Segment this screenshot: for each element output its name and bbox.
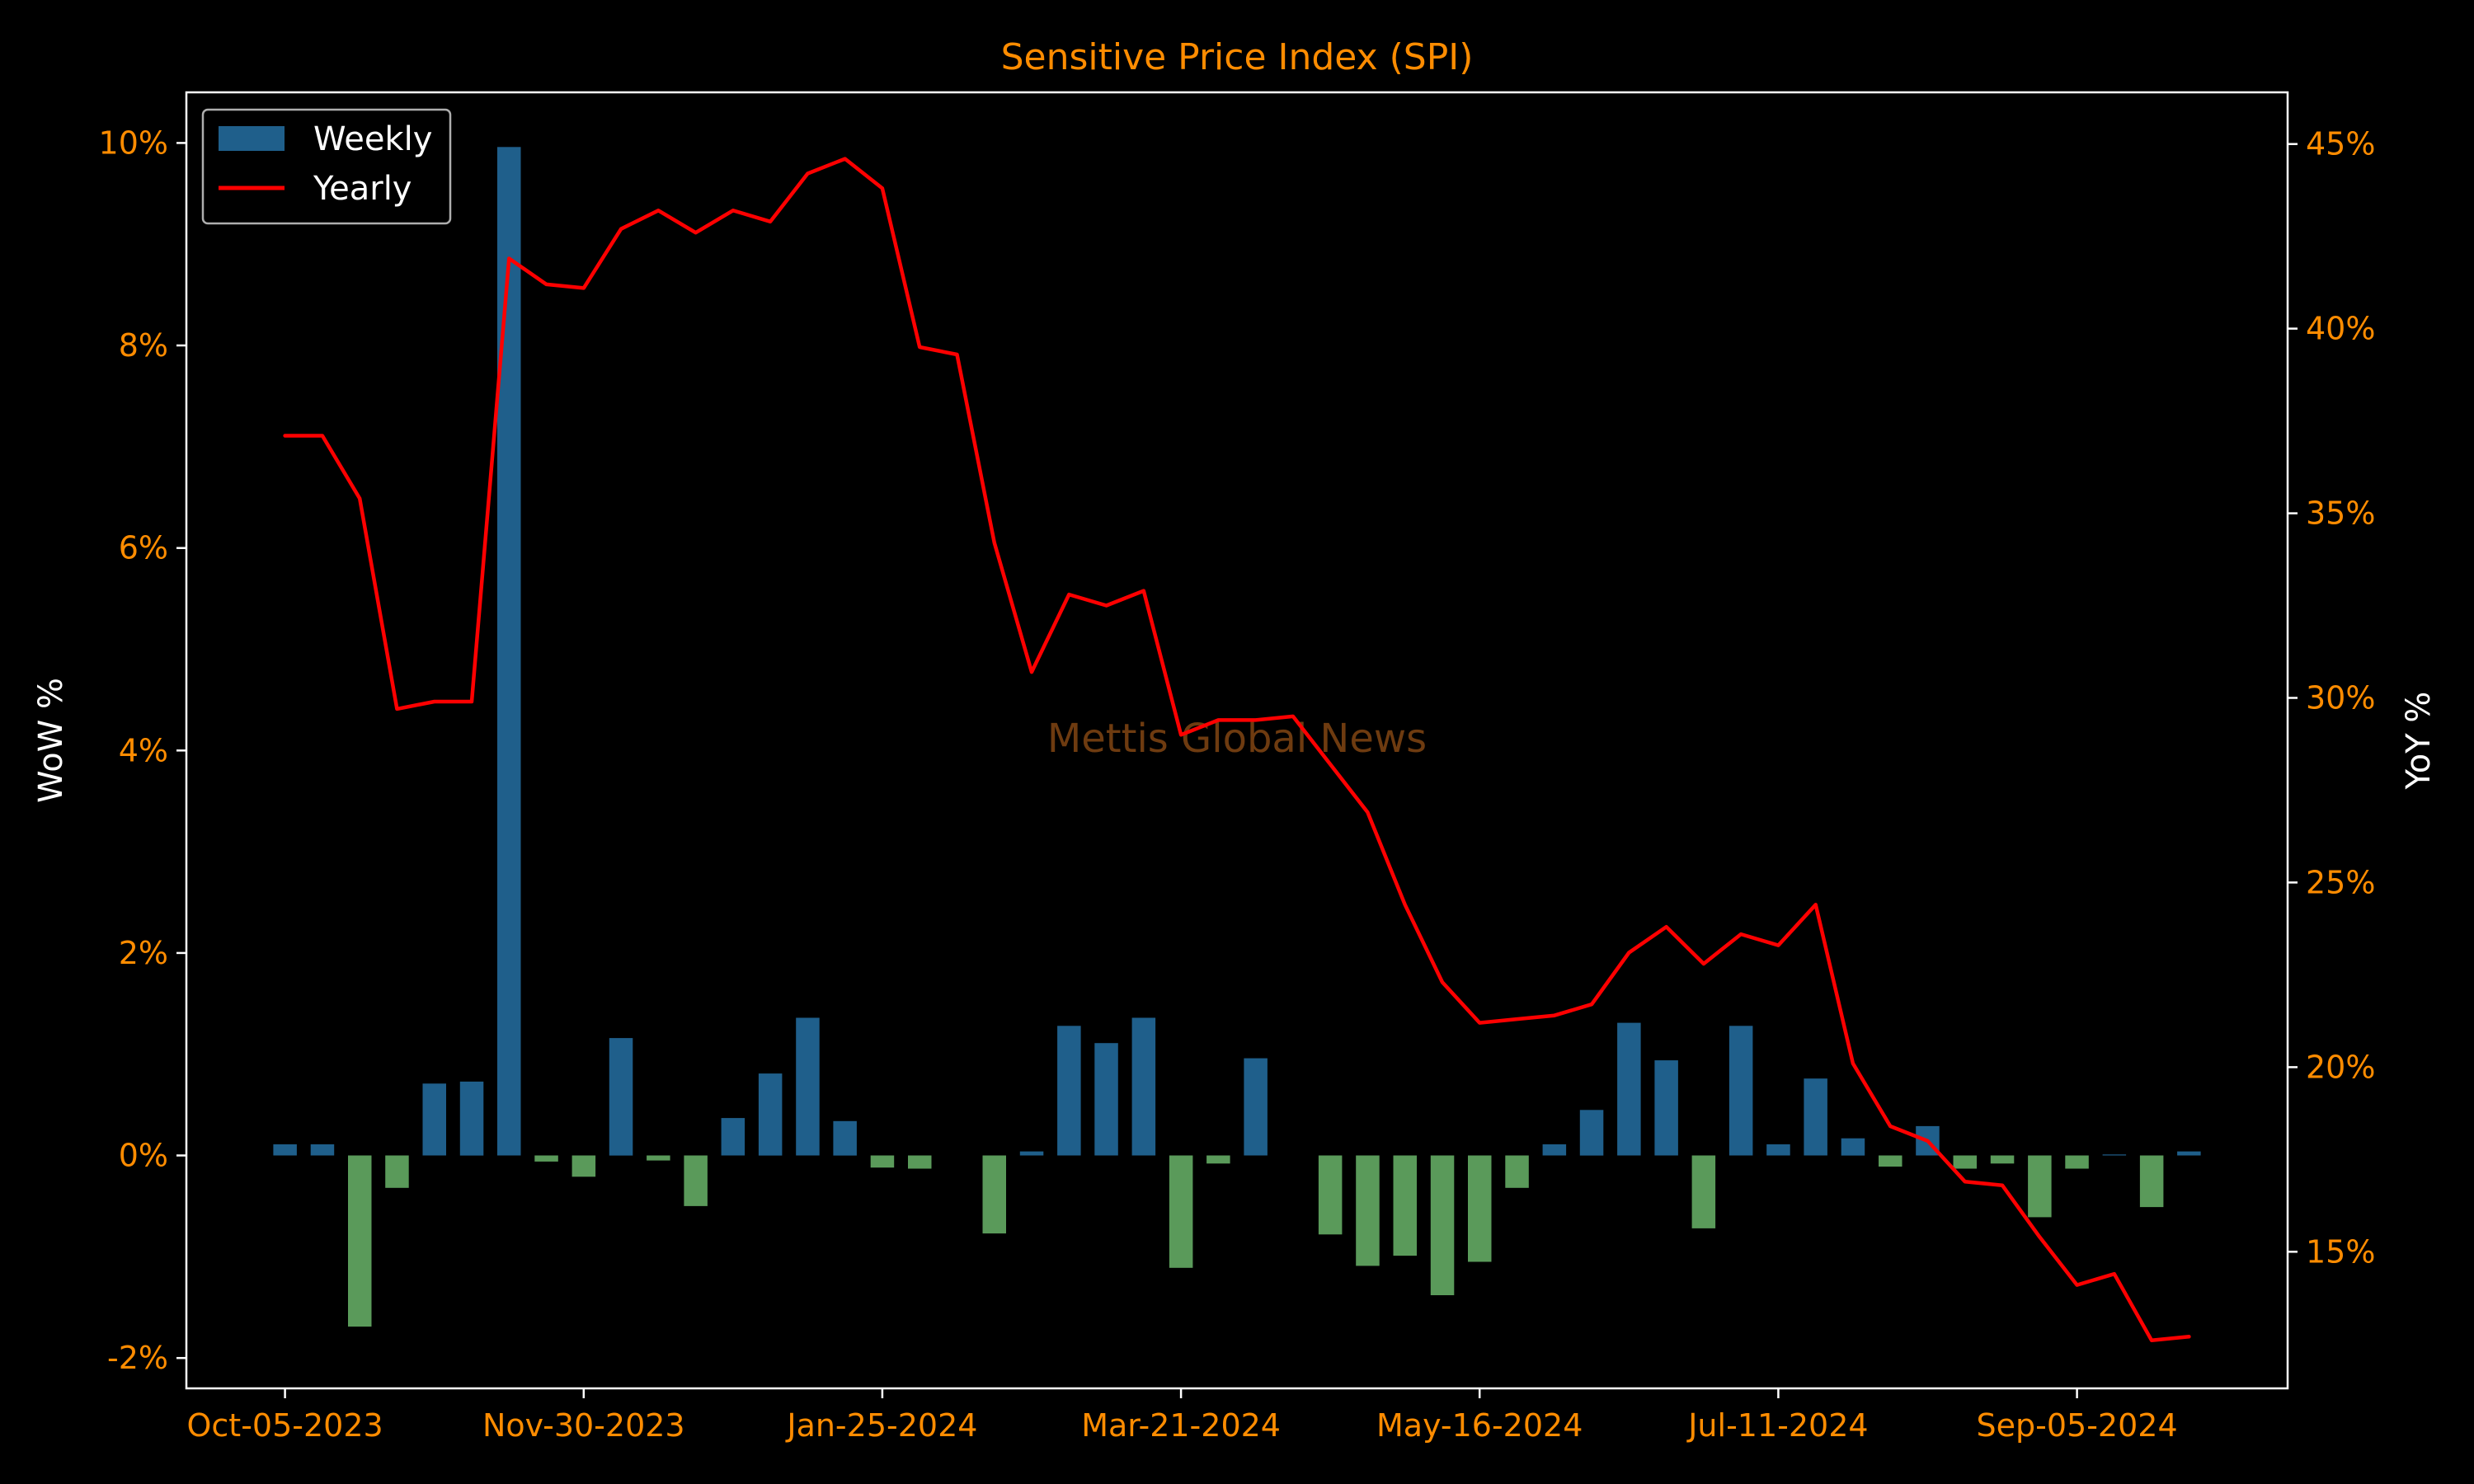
weekly-bar bbox=[1430, 1155, 1455, 1295]
chart-title: Sensitive Price Index (SPI) bbox=[1001, 36, 1474, 78]
legend-label-weekly: Weekly bbox=[313, 120, 432, 158]
weekly-bar bbox=[609, 1038, 633, 1156]
weekly-bar bbox=[1318, 1155, 1343, 1235]
weekly-bar bbox=[497, 147, 521, 1156]
right-axis-label: YoY % bbox=[2400, 692, 2438, 791]
weekly-bar bbox=[1729, 1026, 1753, 1156]
weekly-bar bbox=[647, 1155, 670, 1161]
right-axis: 15% 20% 25% 30% 35% 40% 45% bbox=[2288, 126, 2375, 1270]
weekly-bar bbox=[1356, 1155, 1380, 1266]
weekly-bar bbox=[385, 1155, 409, 1188]
weekly-bar bbox=[1542, 1144, 1567, 1156]
x-tick-label: Sep-05-2024 bbox=[1977, 1407, 2178, 1444]
weekly-bar bbox=[459, 1081, 484, 1156]
weekly-bar bbox=[1094, 1043, 1118, 1156]
left-tick-label: 10% bbox=[99, 124, 168, 161]
weekly-bar bbox=[1617, 1022, 1641, 1156]
left-tick-label: 6% bbox=[119, 530, 168, 566]
x-tick-label: Oct-05-2023 bbox=[187, 1407, 383, 1444]
legend-label-yearly: Yearly bbox=[313, 170, 412, 208]
left-tick-label: 8% bbox=[119, 327, 168, 364]
x-tick-label: Mar-21-2024 bbox=[1081, 1407, 1281, 1444]
weekly-bar bbox=[534, 1155, 558, 1162]
weekly-bar bbox=[1169, 1155, 1193, 1268]
weekly-bar bbox=[2102, 1154, 2127, 1156]
x-tick-label: Jul-11-2024 bbox=[1686, 1407, 1868, 1444]
weekly-bar bbox=[1953, 1155, 1977, 1169]
weekly-bar bbox=[2177, 1151, 2201, 1156]
watermark: Mettis Global News bbox=[1047, 716, 1427, 762]
weekly-bar bbox=[1244, 1058, 1268, 1156]
x-axis: Oct-05-2023 Nov-30-2023 Jan-25-2024 Mar-21-… bbox=[187, 1388, 2178, 1444]
weekly-bars bbox=[273, 147, 2201, 1327]
left-tick-label: 0% bbox=[119, 1138, 168, 1174]
weekly-bar bbox=[1691, 1155, 1716, 1228]
weekly-bar bbox=[684, 1155, 708, 1206]
weekly-bar bbox=[2139, 1155, 2164, 1208]
weekly-bar bbox=[310, 1144, 335, 1156]
weekly-bar bbox=[571, 1155, 596, 1177]
weekly-bar bbox=[1505, 1155, 1529, 1188]
weekly-bar bbox=[721, 1118, 745, 1156]
left-tick-label: -2% bbox=[107, 1340, 168, 1376]
right-tick-label: 35% bbox=[2306, 495, 2375, 532]
weekly-bar bbox=[758, 1073, 783, 1156]
weekly-bar bbox=[1057, 1026, 1081, 1156]
left-tick-label: 4% bbox=[119, 732, 168, 768]
weekly-bar bbox=[870, 1155, 895, 1168]
weekly-bar bbox=[422, 1083, 446, 1156]
weekly-bar bbox=[796, 1017, 820, 1156]
weekly-bar bbox=[2028, 1155, 2052, 1218]
right-tick-label: 40% bbox=[2306, 311, 2375, 347]
left-tick-label: 2% bbox=[119, 935, 168, 971]
weekly-bar bbox=[1654, 1060, 1678, 1156]
plot-frame bbox=[185, 91, 2289, 1390]
left-axis-label: WoW % bbox=[32, 678, 70, 803]
weekly-bar bbox=[1879, 1155, 1903, 1167]
right-tick-label: 15% bbox=[2306, 1233, 2375, 1270]
x-tick-label: May-16-2024 bbox=[1376, 1407, 1583, 1444]
weekly-bar bbox=[833, 1120, 857, 1156]
weekly-bar bbox=[2065, 1155, 2089, 1169]
weekly-bar bbox=[1393, 1155, 1417, 1256]
weekly-bar bbox=[1206, 1155, 1230, 1164]
right-tick-label: 30% bbox=[2306, 680, 2375, 716]
right-tick-label: 25% bbox=[2306, 864, 2375, 900]
weekly-bar bbox=[1131, 1017, 1156, 1156]
left-axis: -2% 0% 2% 4% 6% 8% 10% bbox=[99, 124, 186, 1376]
weekly-bar bbox=[982, 1155, 1006, 1234]
weekly-bar bbox=[1990, 1155, 2015, 1164]
legend: Weekly Yearly bbox=[201, 108, 452, 225]
weekly-bar bbox=[348, 1155, 372, 1327]
right-tick-label: 45% bbox=[2306, 126, 2375, 162]
weekly-bar bbox=[908, 1155, 932, 1169]
right-tick-label: 20% bbox=[2306, 1049, 2375, 1085]
weekly-bar bbox=[1804, 1078, 1827, 1156]
weekly-bar bbox=[1019, 1151, 1044, 1156]
weekly-bar bbox=[1579, 1110, 1604, 1156]
x-tick-label: Nov-30-2023 bbox=[482, 1407, 685, 1444]
legend-swatch-weekly bbox=[219, 126, 285, 151]
yearly-line bbox=[283, 157, 2191, 1343]
weekly-bar bbox=[1468, 1155, 1492, 1262]
weekly-bar bbox=[1841, 1138, 1865, 1156]
weekly-bar bbox=[273, 1144, 297, 1156]
x-tick-label: Jan-25-2024 bbox=[785, 1407, 977, 1444]
weekly-bar bbox=[1766, 1144, 1790, 1156]
